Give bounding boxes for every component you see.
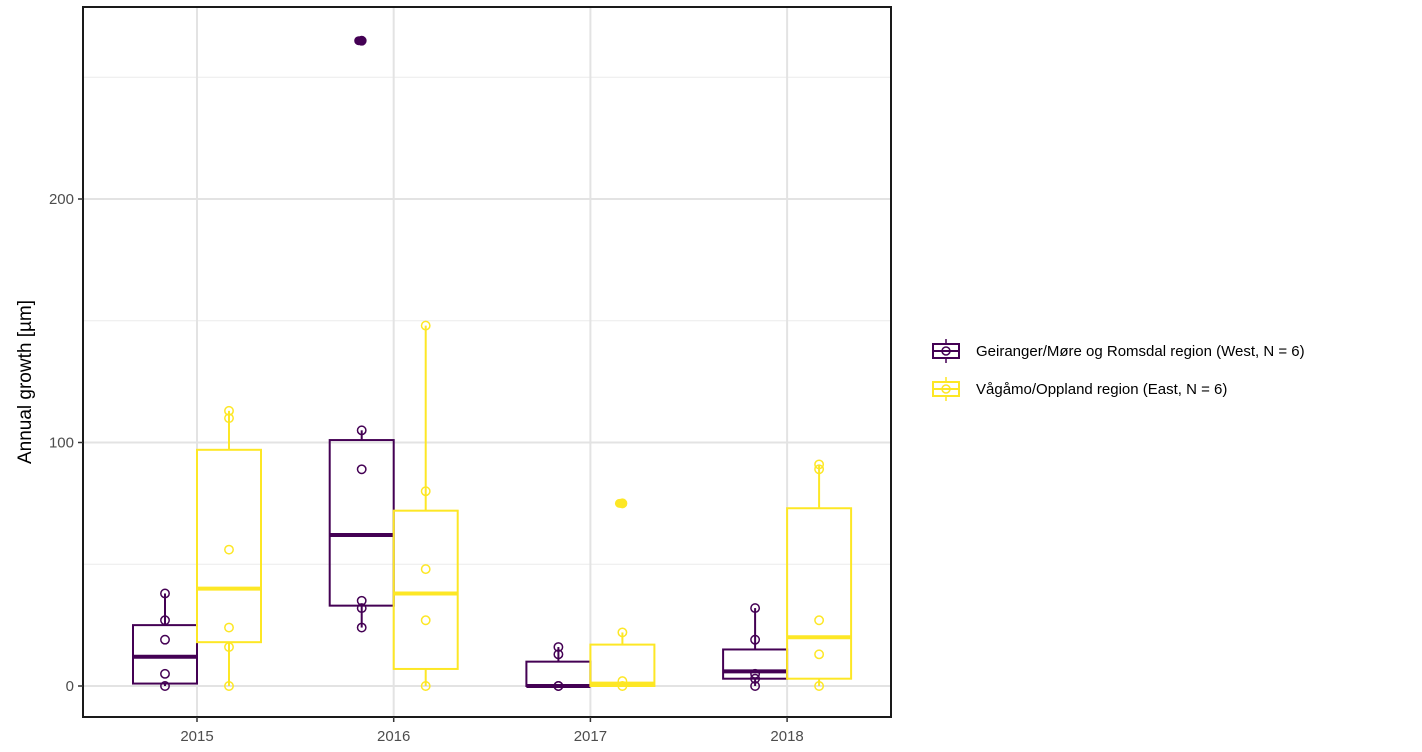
legend-label: Vågåmo/Oppland region (East, N = 6) — [976, 381, 1227, 398]
data-point — [814, 464, 825, 475]
box-east-2015 — [196, 405, 262, 691]
data-point — [553, 681, 564, 691]
data-point — [420, 320, 431, 331]
data-point — [356, 603, 367, 614]
data-point — [420, 564, 431, 575]
data-point — [160, 681, 170, 691]
outlier-point — [614, 498, 624, 508]
box-east-2018 — [786, 459, 853, 691]
data-point — [224, 642, 234, 652]
data-point — [420, 615, 431, 626]
data-point — [750, 668, 761, 679]
minor-gridlines — [83, 76, 891, 565]
data-point — [356, 595, 367, 606]
data-point — [617, 498, 628, 509]
box-west-2017 — [525, 642, 592, 691]
legend-item-east: Vågåmo/Oppland region (East, N = 6) — [932, 377, 1227, 401]
x-tick-label: 2016 — [377, 728, 410, 745]
x-tick-label: 2017 — [574, 728, 607, 745]
y-axis-title: Annual growth [µm] — [15, 300, 36, 464]
legend: Geiranger/Møre og Romsdal region (West, … — [932, 339, 1305, 401]
x-axis-ticks: 2015 2016 2017 2018 — [180, 717, 804, 745]
box-west-2015 — [132, 588, 198, 691]
box-iqr — [589, 643, 656, 687]
data-point — [160, 668, 170, 679]
x-tick-label: 2018 — [770, 728, 803, 745]
data-point — [224, 544, 234, 555]
data-point — [224, 681, 234, 691]
legend-key — [932, 377, 960, 401]
data-point — [224, 405, 234, 416]
y-tick-label: 0 — [66, 678, 74, 695]
data-point — [356, 622, 367, 633]
data-point — [553, 649, 564, 660]
data-point — [356, 464, 367, 475]
data-point — [356, 425, 367, 436]
data-point — [750, 681, 761, 691]
data-point — [617, 627, 628, 638]
data-point — [160, 615, 170, 626]
box-iqr — [392, 509, 459, 670]
data-point — [224, 413, 234, 424]
data-point — [420, 681, 431, 691]
box-west-2018 — [722, 603, 789, 691]
data-point — [750, 634, 761, 645]
data-point — [553, 642, 564, 652]
data-point — [814, 615, 825, 626]
box-east-2016 — [392, 320, 459, 691]
plot-panel-border — [82, 6, 892, 718]
x-tick-label: 2015 — [180, 728, 213, 745]
data-point — [814, 681, 825, 691]
y-tick-label: 100 — [49, 435, 74, 452]
y-axis-ticks: 0 100 200 — [49, 191, 83, 695]
data-point — [224, 622, 234, 633]
data-point — [814, 459, 825, 470]
outlier-point — [354, 36, 364, 46]
data-point — [160, 634, 170, 645]
legend-label: Geiranger/Møre og Romsdal region (West, … — [976, 343, 1305, 360]
box-iqr — [786, 507, 853, 680]
data-point — [617, 676, 628, 687]
data-point — [617, 681, 628, 691]
data-point — [420, 486, 431, 497]
box-west-2016 — [328, 35, 395, 633]
data-point — [750, 603, 761, 614]
box-groups — [132, 35, 853, 691]
box-east-2017 — [589, 498, 656, 691]
data-point — [750, 673, 761, 684]
data-point — [814, 649, 825, 660]
y-tick-label: 200 — [49, 191, 74, 208]
data-point — [160, 588, 170, 599]
legend-item-west: Geiranger/Møre og Romsdal region (West, … — [932, 339, 1305, 363]
box-iqr — [132, 624, 198, 685]
legend-key — [932, 339, 960, 363]
data-point — [356, 35, 367, 46]
